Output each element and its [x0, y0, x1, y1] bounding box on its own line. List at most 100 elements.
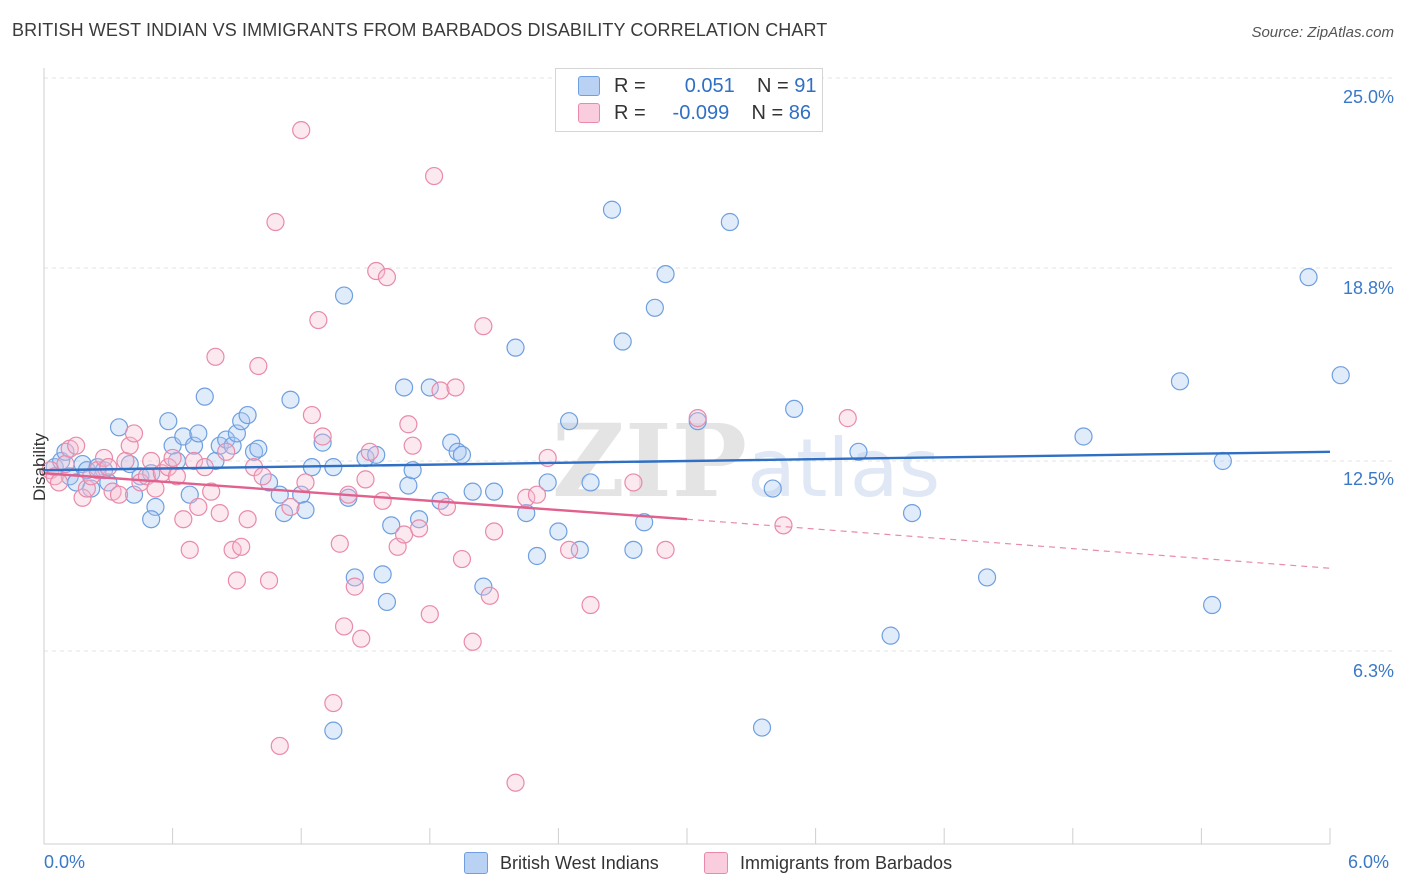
point-s1-37: [238, 510, 257, 529]
point-s1-78: [527, 485, 547, 504]
y-tick-label-25: 25.0%: [1342, 87, 1394, 107]
point-s1-43: [270, 736, 289, 756]
point-s1-30: [202, 482, 221, 501]
point-s1-60: [377, 268, 397, 287]
point-s1-42: [266, 212, 285, 232]
point-s0-89: [1203, 595, 1222, 615]
point-s0-72: [602, 200, 622, 219]
correlation-legend: R = 0.051 N = 91 R = -0.099 N = 86: [555, 68, 823, 132]
legend-n-label: N =: [757, 74, 789, 97]
trend-line-s1: [43, 472, 688, 521]
point-s0-94: [324, 721, 343, 740]
point-s0-77: [656, 264, 675, 284]
point-s0-79: [720, 212, 739, 232]
point-s1-72: [463, 632, 482, 651]
series-swatch-pink: [704, 852, 728, 874]
point-s1-46: [296, 473, 315, 492]
point-s1-45: [292, 120, 311, 140]
y-tick-label-18-8: 18.8%: [1342, 278, 1394, 298]
point-s0-52: [394, 378, 414, 397]
legend-n-label: N =: [751, 101, 784, 124]
point-s0-18: [159, 412, 178, 431]
point-s0-53: [399, 476, 418, 495]
point-s1-54: [345, 577, 364, 596]
point-s1-59: [373, 491, 392, 510]
legend-n-value: 91: [794, 74, 817, 97]
point-s0-60: [452, 445, 472, 464]
legend-r-value: 0.051: [684, 74, 735, 97]
point-s1-48: [309, 310, 328, 330]
point-s0-62: [474, 577, 493, 596]
point-s1-76: [506, 773, 525, 792]
trend-line-s0: [43, 450, 1331, 472]
point-s0-86: [977, 568, 997, 587]
point-s0-84: [881, 626, 900, 645]
legend-n-value: 86: [788, 101, 811, 124]
point-s0-81: [763, 479, 782, 498]
point-s0-34: [249, 439, 268, 458]
point-s0-24: [189, 424, 208, 443]
point-s0-71: [581, 473, 600, 492]
point-s0-75: [635, 513, 654, 532]
chart-source: Source: ZipAtlas.com: [1251, 24, 1394, 41]
point-s0-82: [785, 399, 804, 419]
point-s0-73: [613, 332, 632, 351]
trend-extension-s1: [686, 518, 1331, 569]
y-tick-label-12-5: 12.5%: [1342, 469, 1394, 489]
series-name: Immigrants from Barbados: [740, 852, 953, 873]
chart-title: BRITISH WEST INDIAN VS IMMIGRANTS FROM B…: [12, 20, 828, 40]
point-s1-5: [67, 436, 86, 455]
point-s0-88: [1170, 372, 1190, 391]
point-s1-35: [227, 571, 246, 590]
point-s0-90: [1213, 451, 1232, 471]
point-s1-84: [688, 409, 707, 428]
series-name: British West Indians: [500, 852, 659, 873]
point-s1-74: [480, 586, 499, 605]
point-s1-63: [399, 415, 418, 434]
series-legend-british-west-indians: British West Indians: [464, 852, 659, 874]
point-s1-85: [774, 516, 793, 535]
point-s0-69: [560, 412, 579, 431]
point-s1-41: [259, 571, 279, 590]
point-s1-31: [206, 347, 225, 366]
point-s0-63: [485, 482, 504, 501]
legend-r-value: -0.099: [672, 101, 730, 124]
point-s0-40: [296, 500, 315, 520]
point-s1-58: [367, 261, 386, 281]
x-tick-label-max: 6.0%: [1348, 852, 1390, 872]
point-s1-28: [189, 497, 208, 517]
legend-row-immigrants-from-barbados: R = -0.099 N = 86: [578, 100, 811, 126]
point-s0-46: [345, 568, 364, 587]
point-s1-11: [99, 458, 118, 477]
point-s0-51: [382, 516, 401, 535]
point-s1-52: [334, 617, 354, 636]
point-s0-91: [1299, 268, 1318, 287]
point-s1-6: [73, 488, 92, 507]
point-s1-16: [124, 424, 144, 443]
point-s0-50: [377, 592, 397, 612]
y-tick-label-6-3: 6.3%: [1352, 661, 1394, 681]
point-s0-80: [752, 718, 772, 737]
point-s0-17: [142, 510, 161, 529]
point-s1-14: [116, 451, 135, 471]
point-s1-65: [409, 519, 429, 538]
point-s1-25: [174, 510, 193, 529]
point-s1-2: [49, 473, 69, 492]
point-s1-40: [253, 467, 272, 486]
point-s1-81: [581, 595, 600, 615]
point-s0-92: [1331, 366, 1350, 385]
point-s1-77: [517, 488, 536, 507]
point-s1-55: [352, 629, 371, 648]
point-s1-57: [360, 442, 379, 461]
point-s1-67: [424, 166, 444, 186]
point-s1-68: [431, 381, 450, 400]
point-s1-23: [163, 448, 182, 468]
point-s1-36: [232, 537, 251, 556]
point-s0-56: [420, 378, 439, 397]
point-s1-44: [281, 497, 300, 517]
x-tick-label-min: 0.0%: [44, 852, 86, 872]
point-s1-27: [184, 451, 204, 471]
point-s1-82: [624, 473, 643, 492]
point-s1-26: [180, 540, 199, 559]
